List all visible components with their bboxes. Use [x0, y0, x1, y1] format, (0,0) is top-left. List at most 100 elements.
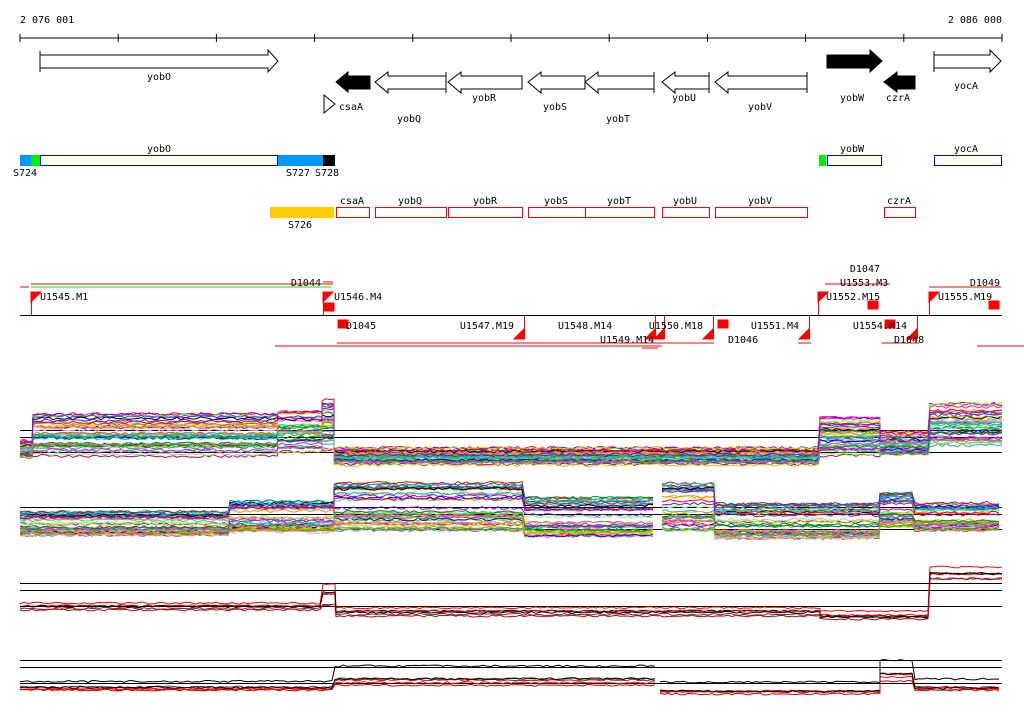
transcript-d1044[interactable]: D1044	[291, 278, 321, 289]
terminator-block	[988, 300, 1000, 310]
operon-csaA[interactable]	[336, 207, 370, 218]
operon-yobT[interactable]	[585, 207, 655, 218]
feature-yobO[interactable]	[40, 155, 278, 166]
expression-panel-3	[19, 565, 1003, 621]
gene-label-yobV: yobV	[748, 102, 772, 113]
transcript-u1555[interactable]: U1555.M19	[938, 292, 992, 303]
gene-yobW[interactable]	[826, 48, 883, 74]
tss-flag-icon	[701, 327, 714, 340]
gene-yobR[interactable]	[447, 70, 523, 95]
transcript-u1554[interactable]: U1554.M14	[853, 321, 907, 332]
terminator-block	[337, 319, 349, 329]
gene-yobS[interactable]	[527, 70, 586, 95]
expression-profile	[19, 509, 654, 531]
expression-profile	[19, 432, 1003, 465]
operon-yobV[interactable]	[715, 207, 808, 218]
operon-yobS[interactable]	[528, 207, 586, 218]
terminator-block	[867, 300, 879, 310]
transcript-d1048[interactable]: D1048	[894, 335, 924, 346]
ruler-start-label: 2 076 001	[20, 15, 74, 26]
transcript-d1046[interactable]: D1046	[728, 335, 758, 346]
segment-s724[interactable]	[20, 155, 31, 166]
expression-profile	[19, 407, 1003, 455]
label-yobT: yobT	[607, 196, 631, 207]
expression-profile	[659, 672, 1000, 693]
label-yobR: yobR	[473, 196, 498, 207]
transcript-u1547[interactable]: U1547.M19	[460, 321, 514, 332]
gene-yobO[interactable]	[39, 48, 279, 74]
gene-yobQ[interactable]	[374, 70, 447, 95]
expression-profile	[19, 429, 1003, 463]
label-s727: S727	[286, 168, 310, 179]
label-csaA: csaA	[340, 196, 364, 207]
label-s726: S726	[288, 220, 312, 231]
gene-yobU[interactable]	[661, 70, 710, 95]
segment-s727[interactable]	[278, 155, 323, 166]
expression-profile	[661, 487, 1000, 511]
expression-profile	[19, 677, 656, 689]
label-s728: S728	[315, 168, 339, 179]
transcript-d1049[interactable]: D1049	[970, 278, 1000, 289]
gene-yobT[interactable]	[584, 70, 655, 95]
expression-profile	[19, 513, 654, 532]
expression-profile	[19, 401, 1003, 451]
gene-labels: yobO csaA yobQ yobR yobS yobT yobU yobV …	[147, 72, 978, 125]
sigma-track: yobO yobW yocA S724 S727 S728	[13, 144, 1002, 179]
operon-czrA[interactable]	[884, 207, 916, 218]
ruler-end-label: 2 086 000	[948, 15, 1002, 26]
transcript-u1548[interactable]: U1548.M14	[558, 321, 612, 332]
feature-yobW[interactable]	[827, 155, 882, 166]
gene-czrA[interactable]	[883, 70, 916, 94]
feature-yocA[interactable]	[934, 155, 1002, 166]
transcript-u1545[interactable]: U1545.M1	[40, 292, 88, 303]
operon-yobU[interactable]	[662, 207, 710, 218]
segment-s726[interactable]	[270, 207, 334, 218]
segment-green-yobW[interactable]	[819, 155, 826, 166]
expression-profile	[659, 658, 1000, 684]
expression-profile	[661, 482, 1000, 514]
gene-label-yobT: yobT	[606, 114, 630, 125]
expression-profile	[661, 524, 1000, 537]
transcript-d1047[interactable]: D1047	[850, 264, 880, 275]
expression-profile	[661, 520, 1000, 534]
gene-label-czrA: czrA	[886, 93, 910, 104]
transcript-u1551[interactable]: U1551.M4	[751, 321, 799, 332]
segment-green[interactable]	[31, 155, 40, 166]
operon-yobR[interactable]	[448, 207, 523, 218]
operon-yobQ[interactable]	[375, 207, 447, 218]
expression-profile	[19, 493, 654, 520]
expression-profile	[19, 485, 654, 515]
operon-track	[270, 207, 916, 218]
expression-profile	[19, 571, 1003, 619]
expression-profile	[19, 565, 1003, 613]
expression-profile	[19, 405, 1003, 453]
terminator-block	[323, 302, 335, 312]
transcript-d1045[interactable]: D1045	[346, 321, 376, 332]
gene-label-yobS: yobS	[543, 102, 567, 113]
gene-label-yobR: yobR	[472, 93, 497, 104]
coordinate-ruler: 2 076 001 2 086 000	[19, 15, 1003, 42]
expression-profile	[19, 421, 1003, 460]
transcript-u1552[interactable]: U1552.M15	[826, 292, 880, 303]
transcript-u1546[interactable]: U1546.M4	[334, 292, 382, 303]
segment-s728[interactable]	[323, 155, 335, 166]
gene-yocA[interactable]	[933, 48, 1002, 74]
terminator-block	[717, 319, 729, 329]
expression-panel-4	[19, 658, 1002, 696]
label-s724: S724	[13, 168, 37, 179]
expression-profile	[19, 403, 1002, 454]
expression-profile	[19, 414, 1003, 454]
expression-panel-1	[19, 398, 1003, 468]
gene-csaA[interactable]	[323, 70, 371, 115]
gene-label-yocA: yocA	[954, 81, 978, 92]
transcript-u1553[interactable]: U1553.M3	[840, 278, 888, 289]
label-yobQ: yobQ	[398, 196, 422, 207]
expression-profile	[19, 577, 1003, 621]
gene-yobV[interactable]	[714, 70, 808, 95]
terminator-block	[884, 319, 896, 329]
transcript-track: U1545.M1 U1546.M4 U1552.M15 U1555.M19 D1…	[20, 264, 1024, 349]
transcript-u1550[interactable]: U1550.M18	[649, 321, 703, 332]
label-yobV: yobV	[748, 196, 772, 207]
transcript-u1549[interactable]: U1549.M14	[600, 335, 654, 346]
expression-profile	[19, 486, 654, 518]
